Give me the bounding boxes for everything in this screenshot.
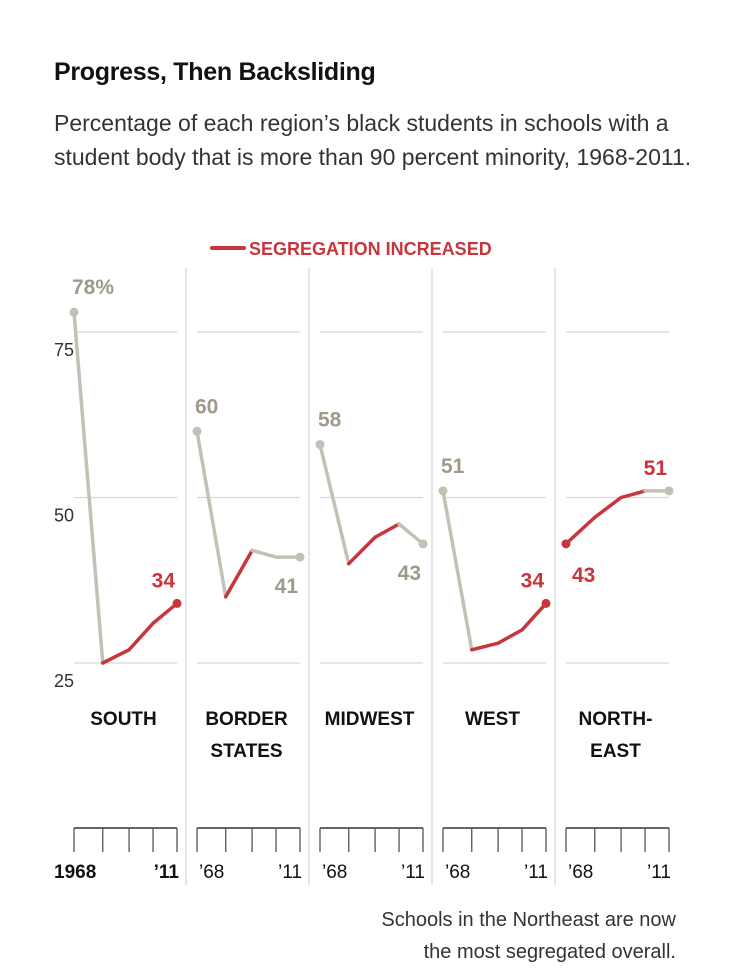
y-tick-label: 75 bbox=[54, 340, 74, 360]
y-tick-label: 25 bbox=[54, 671, 74, 691]
chart-subtitle: Percentage of each region’s black studen… bbox=[54, 110, 692, 170]
footnote-line-1: Schools in the Northeast are now bbox=[381, 909, 676, 931]
series-segment-south bbox=[127, 621, 155, 652]
end-data-label: 41 bbox=[275, 575, 299, 598]
region-label: SOUTH bbox=[90, 709, 157, 730]
start-data-label: 58 bbox=[318, 409, 342, 432]
series-segment-midwest bbox=[373, 522, 401, 539]
series-segment-northeast bbox=[619, 489, 647, 500]
series-segment-border-states bbox=[223, 548, 254, 599]
x-end-label: ’11 bbox=[278, 862, 302, 883]
start-data-label: 60 bbox=[195, 395, 218, 418]
series-segment-border-states bbox=[250, 548, 278, 559]
x-start-label: ’68 bbox=[445, 862, 470, 883]
series-segment-midwest bbox=[318, 442, 351, 566]
series-segment-west bbox=[469, 641, 500, 652]
region-label: NORTH- bbox=[579, 709, 653, 730]
series-segment-northeast bbox=[592, 495, 623, 520]
chart-title: Progress, Then Backsliding bbox=[54, 58, 376, 86]
series-segment-west bbox=[496, 628, 524, 645]
end-point bbox=[418, 539, 428, 549]
end-data-label: 43 bbox=[398, 562, 421, 585]
x-end-label: ’11 bbox=[154, 862, 180, 883]
footnote: Schools in the Northeast are now the mos… bbox=[256, 904, 676, 968]
series-segment-midwest bbox=[397, 522, 425, 546]
start-point bbox=[315, 440, 325, 450]
x-start-label: ’68 bbox=[322, 862, 347, 883]
series-segment-west bbox=[441, 489, 474, 652]
x-start-label: ’68 bbox=[199, 862, 224, 883]
region-label: EAST bbox=[590, 741, 641, 762]
series-segment-border-states bbox=[195, 429, 228, 599]
end-data-label: 51 bbox=[644, 457, 668, 480]
x-end-label: ’11 bbox=[401, 862, 425, 883]
legend-label: SEGREGATION INCREASED bbox=[249, 239, 492, 259]
series-segment-south bbox=[151, 601, 179, 626]
series-segment-south bbox=[100, 648, 131, 665]
end-point bbox=[295, 552, 305, 562]
start-data-label: 43 bbox=[572, 564, 595, 587]
start-point bbox=[561, 539, 571, 549]
start-point bbox=[438, 486, 448, 496]
x-start-label: ’68 bbox=[568, 862, 593, 883]
x-end-label: ’11 bbox=[647, 862, 671, 883]
end-point bbox=[541, 598, 551, 608]
start-data-label: 78% bbox=[72, 276, 114, 299]
start-point bbox=[69, 307, 79, 317]
region-label: MIDWEST bbox=[325, 709, 415, 730]
start-data-label: 51 bbox=[441, 455, 465, 478]
end-data-label: 34 bbox=[521, 569, 545, 592]
region-label: BORDER bbox=[205, 709, 288, 730]
footnote-line-2: the most segregated overall. bbox=[423, 941, 676, 963]
y-tick-label: 50 bbox=[54, 506, 74, 526]
series-segment-midwest bbox=[346, 535, 377, 566]
x-start-label: 1968 bbox=[54, 862, 96, 883]
end-point bbox=[664, 486, 674, 496]
series-segment-west bbox=[520, 601, 548, 632]
end-data-label: 34 bbox=[152, 569, 176, 592]
region-label: WEST bbox=[465, 709, 520, 730]
series-segment-northeast bbox=[564, 515, 597, 546]
series-segment-south bbox=[72, 310, 105, 665]
region-label: STATES bbox=[210, 741, 282, 762]
end-point bbox=[172, 598, 182, 608]
start-point bbox=[192, 426, 202, 436]
x-end-label: ’11 bbox=[524, 862, 548, 883]
